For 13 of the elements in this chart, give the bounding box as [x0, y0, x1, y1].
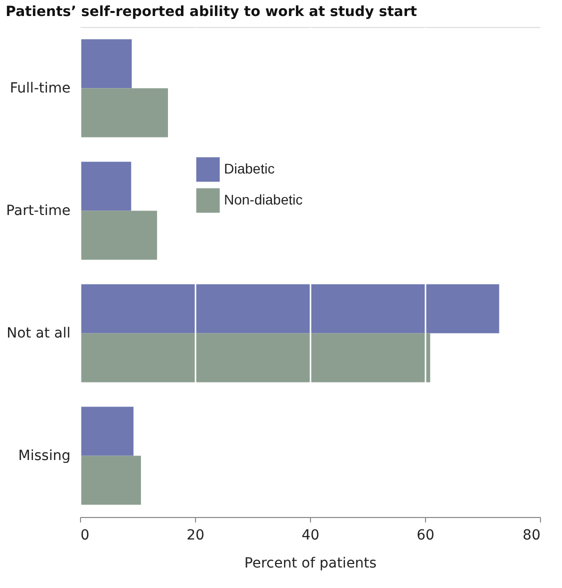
chart-title: Patients’ self-reported ability to work at study start — [6, 4, 418, 20]
y-tick-label: Part-time — [6, 202, 70, 219]
legend-label: Non-diabetic — [224, 192, 303, 208]
x-tick-label: 80 — [522, 528, 540, 544]
y-tick-label: Not at all — [6, 325, 70, 342]
x-tick-label: 20 — [186, 528, 204, 544]
y-tick-label: Missing — [18, 448, 70, 464]
x-tick-label: 40 — [302, 528, 320, 544]
x-axis-title: Percent of patients — [244, 556, 377, 572]
y-tick-label: Full-time — [10, 80, 70, 96]
x-tick-label: 60 — [416, 528, 434, 544]
x-tick-label: 0 — [80, 528, 90, 544]
legend-label: Diabetic — [224, 160, 275, 176]
